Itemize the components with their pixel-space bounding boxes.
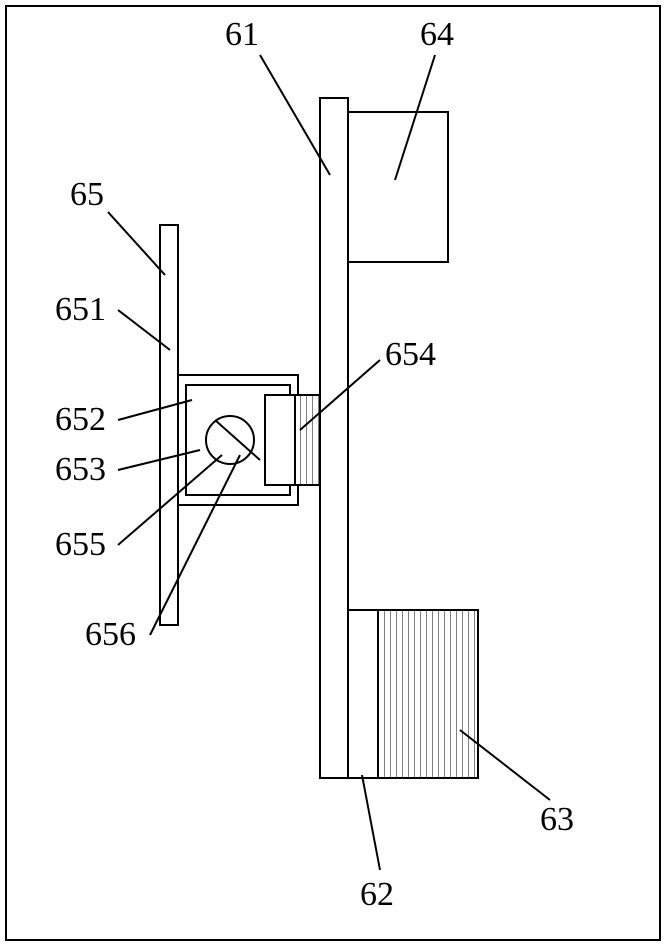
- label-l652: 652: [55, 401, 106, 438]
- label-l651: 651: [55, 291, 106, 328]
- shape-block_62: [348, 610, 378, 778]
- shapes-layer: [160, 98, 478, 778]
- label-l653: 653: [55, 451, 106, 488]
- label-l65: 65: [70, 176, 104, 213]
- shape-bar_65: [160, 225, 178, 625]
- shape-block_64: [348, 112, 448, 262]
- leader-l62: [362, 775, 380, 870]
- shape-main_bar_61: [320, 98, 348, 778]
- label-l61: 61: [225, 16, 259, 53]
- label-l656: 656: [85, 616, 136, 653]
- shape-block_654_a: [265, 395, 295, 485]
- label-l64: 64: [420, 16, 454, 53]
- leader-l65: [108, 212, 165, 275]
- shape-block_63: [378, 610, 478, 778]
- technical-diagram: 61 64 65 651 654 652 653 655 656 63 62: [0, 0, 666, 946]
- label-l654: 654: [385, 336, 436, 373]
- label-l63: 63: [540, 801, 574, 838]
- shape-block_654_b: [295, 395, 320, 485]
- shape-circle_655: [206, 416, 254, 464]
- label-l655: 655: [55, 526, 106, 563]
- label-l62: 62: [360, 876, 394, 913]
